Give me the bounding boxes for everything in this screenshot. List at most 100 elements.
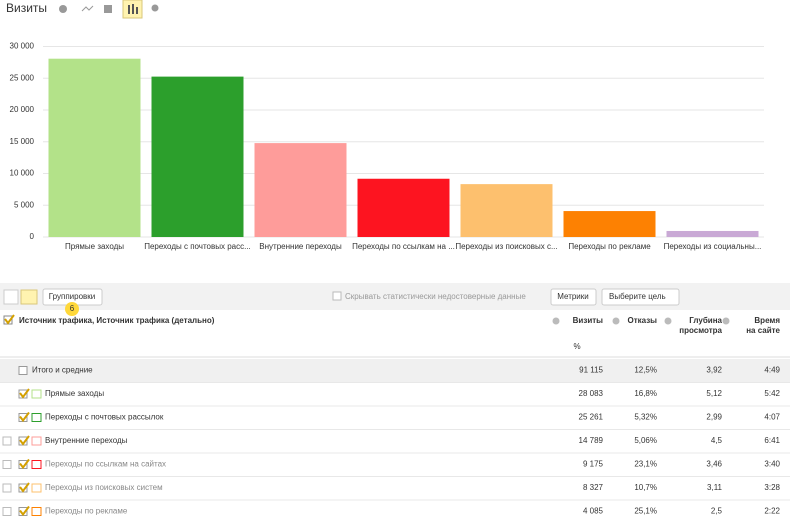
row-label: Прямые заходы — [45, 389, 104, 398]
goal-select[interactable] — [601, 288, 680, 306]
bar-icon — [128, 5, 130, 14]
expand-button[interactable] — [2, 483, 12, 493]
y-tick-label: 30 000 — [10, 42, 35, 51]
y-tick-label: 0 — [30, 232, 35, 241]
bar-icon — [136, 7, 138, 14]
bar-icon — [132, 4, 134, 14]
view-switcher[interactable] — [59, 0, 159, 19]
source-icon — [31, 436, 42, 446]
expand-button[interactable] — [2, 460, 12, 469]
cell: 25 261 — [579, 413, 604, 422]
column-header[interactable]: Глубина — [689, 316, 722, 325]
source-icon — [31, 483, 42, 493]
cell: 4:49 — [764, 366, 780, 375]
total-row — [0, 359, 790, 383]
cell: 5,06% — [634, 436, 657, 445]
cell: 2,5 — [711, 507, 723, 516]
list-view-button[interactable] — [3, 289, 19, 305]
cell: 3:40 — [764, 460, 780, 469]
bar — [563, 211, 656, 237]
y-tick-label: 15 000 — [10, 137, 35, 146]
hide-unreliable-label: Скрывать статистически недостоверные дан… — [345, 292, 526, 301]
cell: 14 789 — [579, 436, 604, 445]
dimension-header: Источник трафика, Источник трафика (дета… — [19, 316, 215, 325]
badge — [65, 302, 79, 316]
bar — [151, 76, 244, 237]
pie-icon[interactable] — [59, 5, 67, 13]
checkbox[interactable] — [332, 291, 342, 301]
source-icon — [31, 413, 42, 422]
cell: 10,7% — [634, 483, 657, 492]
x-tick-label: Прямые заходы — [65, 242, 124, 251]
help-icon — [552, 317, 560, 325]
cell: 91 115 — [579, 366, 603, 375]
bar — [666, 230, 759, 237]
bar — [357, 178, 450, 237]
check — [4, 314, 15, 325]
row-label: Переходы с почтовых рассылок — [45, 413, 164, 422]
x-tick-label: Переходы по ссылкам на ... — [352, 242, 455, 251]
line-icon[interactable] — [81, 5, 94, 12]
map-icon[interactable] — [151, 4, 159, 12]
expand-button[interactable] — [2, 507, 12, 516]
cell: 6:41 — [764, 436, 780, 445]
row-label: Итого и средние — [32, 366, 93, 375]
x-tick-label: Переходы с почтовых расс... — [144, 242, 251, 251]
row-label: Переходы по ссылкам на сайтах — [45, 460, 166, 469]
cell: 9 175 — [583, 460, 604, 469]
x-tick-label: Переходы из поисковых с... — [455, 242, 557, 251]
row-check — [19, 411, 30, 423]
source-icon — [31, 507, 42, 516]
column-header[interactable]: Отказы — [628, 316, 658, 325]
cell: 4,5 — [711, 436, 723, 445]
row-label: Переходы по рекламе — [45, 507, 128, 516]
cell: 23,1% — [634, 460, 657, 469]
column-header[interactable]: Время — [754, 316, 780, 325]
title: Визиты — [6, 1, 47, 15]
cell: 3,11 — [707, 483, 723, 492]
expand-button[interactable] — [2, 436, 12, 446]
filter-percent[interactable]: % — [573, 342, 580, 351]
cell: 28 083 — [579, 389, 604, 398]
y-tick-label: 25 000 — [10, 73, 35, 82]
tree-view-button[interactable] — [20, 289, 38, 305]
column-header[interactable]: на сайте — [746, 326, 780, 335]
row-check — [19, 388, 30, 399]
groupings-label: Группировки — [49, 292, 96, 301]
cell: 3,92 — [706, 366, 722, 375]
goal-label: Выберите цель — [609, 292, 666, 301]
y-tick-label: 20 000 — [10, 105, 35, 114]
metrics-button[interactable] — [550, 288, 597, 306]
x-tick-label: Внутренние переходы — [259, 242, 342, 251]
cell: 16,8% — [634, 389, 657, 398]
cell: 3:28 — [764, 483, 780, 492]
metrics-label: Метрики — [557, 292, 589, 301]
help-icon — [664, 317, 672, 325]
y-tick-label: 5 000 — [14, 200, 35, 209]
row-checkbox[interactable] — [18, 366, 28, 375]
cell: 12,5% — [634, 366, 657, 375]
badge-text: 6 — [70, 304, 75, 313]
bar — [460, 184, 553, 237]
column-header[interactable]: Визиты — [573, 316, 604, 325]
row-check — [19, 482, 30, 493]
cell: 5,32% — [634, 413, 657, 422]
row-label: Переходы из поисковых систем — [45, 483, 163, 492]
help-icon — [612, 317, 620, 325]
cell: 4:07 — [764, 413, 780, 422]
row-label: Внутренние переходы — [45, 436, 128, 445]
cell: 3,46 — [706, 460, 722, 469]
y-tick-label: 10 000 — [10, 169, 35, 178]
cell: 8 327 — [583, 483, 604, 492]
area-icon[interactable] — [104, 5, 112, 13]
cell: 2,99 — [706, 413, 722, 422]
bar — [254, 143, 347, 237]
cell: 2:22 — [764, 507, 780, 516]
x-tick-label: Переходы из социальны... — [664, 242, 762, 251]
help-icon — [722, 317, 730, 325]
x-tick-label: Переходы по рекламе — [568, 242, 651, 251]
cell: 5,12 — [706, 389, 722, 398]
source-icon — [31, 460, 42, 469]
column-header[interactable]: просмотра — [679, 326, 722, 335]
